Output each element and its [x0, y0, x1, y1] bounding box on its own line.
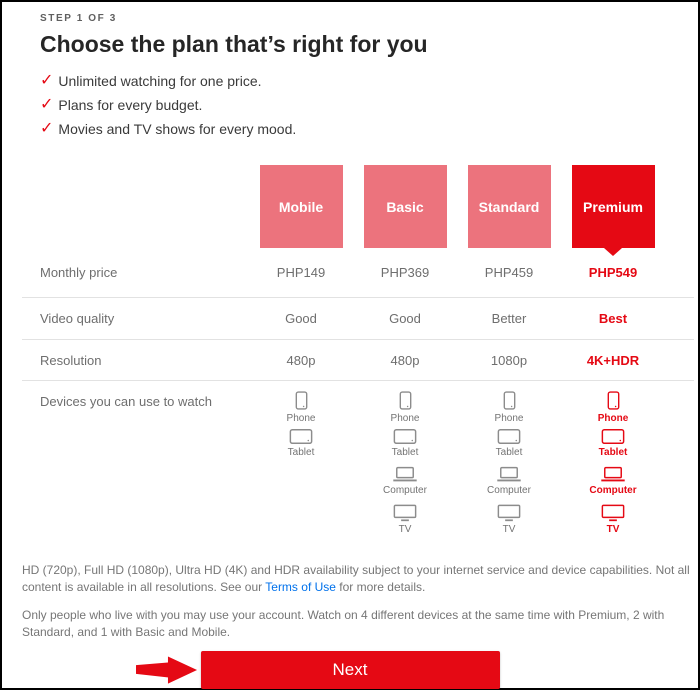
step-indicator: STEP 1 OF 3 [40, 13, 117, 24]
next-button[interactable]: Next [200, 650, 500, 689]
monthly-price-row: Monthly price PHP149 PHP369 PHP459 PHP54… [22, 248, 694, 297]
device-cell-phone: Phone [561, 390, 665, 428]
tablet-icon [289, 429, 313, 445]
phone-icon [607, 391, 619, 410]
device-label: Tablet [391, 447, 419, 458]
devices-row: Devices you can use to watch Phone Table… [22, 380, 694, 548]
computer-icon [601, 466, 625, 482]
video-quality-row: Video quality Good Good Better Best [22, 297, 694, 339]
hd-note-text-after: for more details. [335, 580, 426, 595]
plan-selector-row: Mobile Basic Standard Premium [22, 165, 694, 248]
device-label: Computer [589, 485, 637, 496]
row-label-devices: Devices you can use to watch [40, 394, 212, 409]
devices-basic: Phone Tablet Computer TV [353, 390, 457, 542]
devices-premium: Phone Tablet Computer TV [561, 390, 665, 542]
device-label: Phone [286, 413, 316, 424]
device-cell-tablet: Tablet [561, 428, 665, 466]
tablet-icon [601, 429, 625, 445]
plan-table: Mobile Basic Standard Premium Monthly pr… [22, 165, 694, 548]
tv-icon [393, 504, 417, 522]
device-label: Tablet [287, 447, 315, 458]
plan-box-basic[interactable]: Basic [363, 165, 447, 248]
resolution-basic: 480p [390, 352, 420, 368]
devices-standard: Phone Tablet Computer TV [457, 390, 561, 542]
page-title: Choose the plan that’s right for you [40, 31, 428, 57]
plan-box-premium-selected[interactable]: Premium [571, 165, 655, 248]
device-label: Phone [494, 413, 524, 424]
checkmark-icon: ✓ [40, 72, 54, 89]
device-cell-computer: Computer [561, 466, 665, 504]
quality-standard: Better [491, 311, 527, 326]
header: STEP 1 OF 3 Choose the plan that’s right… [2, 2, 698, 141]
computer-icon [497, 466, 521, 482]
checkmark-icon: ✓ [40, 120, 54, 137]
plan-selector-spacer [22, 165, 249, 248]
device-label: Computer [383, 485, 427, 496]
quality-mobile: Good [285, 311, 317, 326]
hd-availability-note: HD (720p), Full HD (1080p), Ultra HD (4K… [22, 562, 690, 597]
device-cell-tv: TV [353, 504, 457, 542]
red-arrow-annotation [136, 656, 198, 684]
device-label: Phone [597, 413, 629, 424]
devices-mobile: Phone Tablet [249, 390, 353, 466]
tv-icon [601, 504, 625, 522]
device-label: Phone [390, 413, 420, 424]
tv-icon [497, 504, 521, 522]
account-sharing-note: Only people who live with you may use yo… [22, 607, 665, 640]
device-label: Tablet [598, 447, 628, 458]
price-basic: PHP369 [380, 265, 430, 280]
benefit-item: ✓ Plans for every budget. [40, 93, 698, 117]
device-cell-tv: TV [457, 504, 561, 542]
price-premium: PHP549 [588, 265, 638, 280]
computer-icon [393, 466, 417, 482]
hd-note-text: HD (720p), Full HD (1080p), Ultra HD (4K… [22, 563, 690, 595]
footnotes: HD (720p), Full HD (1080p), Ultra HD (4K… [22, 562, 690, 642]
device-label: Tablet [495, 447, 523, 458]
row-label-monthly-price: Monthly price [40, 265, 118, 280]
terms-of-use-link[interactable]: Terms of Use [265, 580, 336, 595]
device-cell-tablet: Tablet [457, 428, 561, 466]
benefit-text: Unlimited watching for one price. [58, 73, 262, 89]
benefit-text: Plans for every budget. [58, 97, 203, 113]
device-label: Computer [487, 485, 531, 496]
price-standard: PHP459 [484, 265, 534, 280]
benefits-list: ✓ Unlimited watching for one price. ✓ Pl… [40, 69, 698, 141]
device-cell-phone: Phone [353, 390, 457, 428]
row-label-video-quality: Video quality [40, 311, 115, 326]
phone-icon [295, 391, 307, 410]
button-row: Next [2, 650, 698, 689]
price-mobile: PHP149 [276, 265, 326, 280]
benefit-item: ✓ Movies and TV shows for every mood. [40, 117, 698, 141]
device-label: TV [502, 524, 516, 535]
device-cell-tablet: Tablet [249, 428, 353, 466]
benefit-item: ✓ Unlimited watching for one price. [40, 69, 698, 93]
phone-icon [503, 391, 515, 410]
phone-icon [399, 391, 411, 410]
device-cell-computer: Computer [353, 466, 457, 504]
device-cell-phone: Phone [249, 390, 353, 428]
device-cell-tv: TV [561, 504, 665, 542]
resolution-row: Resolution 480p 480p 1080p 4K+HDR [22, 339, 694, 380]
device-label: TV [606, 524, 620, 535]
tablet-icon [393, 429, 417, 445]
quality-basic: Good [389, 311, 421, 326]
benefit-text: Movies and TV shows for every mood. [58, 121, 297, 137]
quality-premium: Best [598, 311, 628, 326]
device-label: TV [398, 524, 412, 535]
tablet-icon [497, 429, 521, 445]
resolution-standard: 1080p [490, 352, 528, 368]
resolution-mobile: 480p [286, 352, 316, 368]
plan-box-mobile[interactable]: Mobile [259, 165, 343, 248]
device-cell-phone: Phone [457, 390, 561, 428]
checkmark-icon: ✓ [40, 96, 54, 113]
resolution-premium: 4K+HDR [586, 352, 640, 368]
plan-box-standard[interactable]: Standard [467, 165, 551, 248]
device-cell-computer: Computer [457, 466, 561, 504]
row-label-resolution: Resolution [40, 352, 102, 368]
device-cell-tablet: Tablet [353, 428, 457, 466]
